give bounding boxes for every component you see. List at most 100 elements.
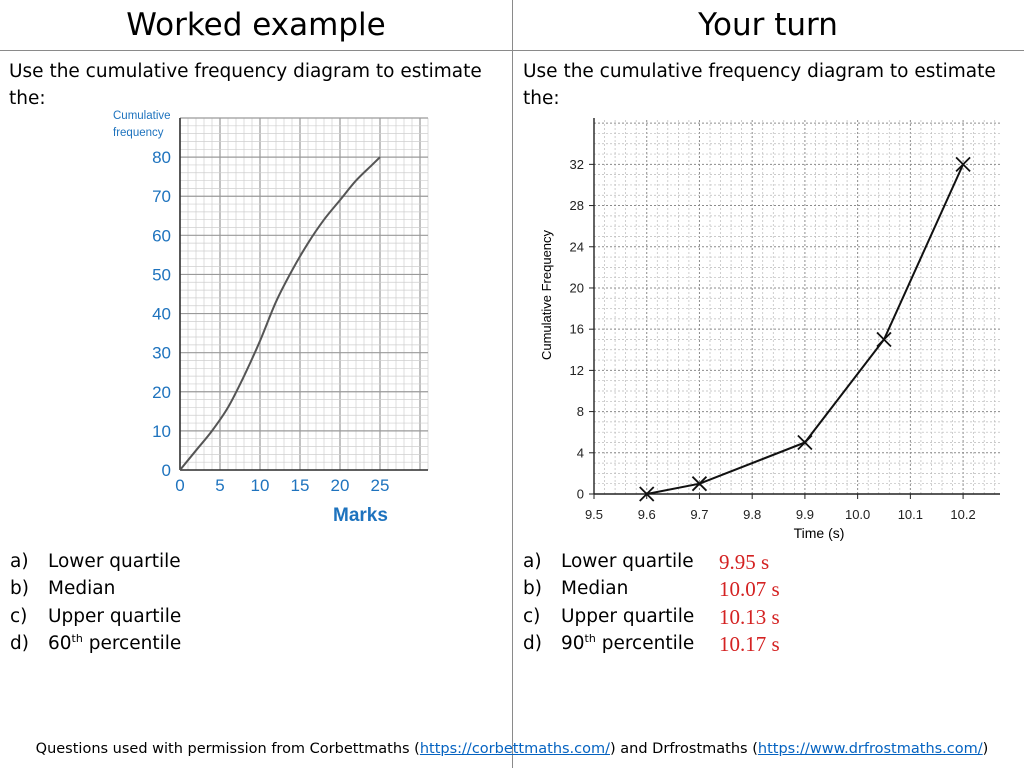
question-text-rest: percentile [595,632,695,654]
question-label: c) [523,605,541,627]
y-tick-label: 0 [162,461,171,480]
question-c: c) Upper quartile [10,603,181,630]
x-tick-label: 10.1 [898,507,923,522]
x-tick-label: 10 [251,476,270,495]
y-tick-label: 8 [577,404,584,419]
y-tick-label: 28 [570,198,584,213]
question-text: Lower quartile [48,551,181,572]
chart-grid [179,117,429,471]
ordinal-suffix: th [584,631,596,645]
question-text: Upper quartile [561,605,695,627]
question-text-rest: percentile [82,632,182,654]
x-tick-label: 10.2 [950,507,975,522]
data-point [639,486,655,502]
answer-b: 10.07 s [719,577,780,602]
question-text: Median [561,578,629,600]
question-b: b) Median 10.07 s [523,575,780,602]
question-c: c) Upper quartile 10.13 s [523,603,780,630]
footer-text: Questions used with permission from Corb… [35,741,420,757]
point-cross-stroke [797,434,813,451]
chart-x-axis-label: Marks [333,505,388,526]
footer-text-end: ) [982,741,989,757]
question-label: a) [10,551,29,572]
y-tick-label: 24 [570,239,584,254]
your-turn-chart: 9.5 9.6 9.7 9.8 9.9 10.0 10.1 10.2 0 4 8 12 16 20 24 28… [539,118,1000,541]
question-d: d) 60th percentile [10,630,181,657]
question-text: Lower quartile [561,551,694,572]
cumulative-frequency-curve [179,156,381,471]
question-text: Upper quartile [48,605,182,627]
question-a: a) Lower quartile [10,548,181,575]
data-point [691,476,708,492]
y-tick-label: 0 [577,487,584,502]
point-cross-stroke [955,156,971,172]
x-tick-label: 9.5 [585,507,603,522]
point-cross-stroke [639,486,655,502]
x-tick-label: 10.0 [845,507,870,522]
right-question-list: a) Lower quartile 9.95 s b) Median 10.07 s c… [523,548,780,657]
question-text-number: 90 [561,632,585,654]
worked-example-chart: 0 5 10 15 20 25 0 10 20 30 40 50 60 70 80 Cumulative f… [113,110,429,526]
point-cross-stroke [691,476,708,492]
chart-tick-labels: 9.5 9.6 9.7 9.8 9.9 10.0 10.1 10.2 0 4 8 12 16 20 24 28… [570,157,976,522]
drfrostmaths-link[interactable]: https://www.drfrostmaths.com/ [757,741,983,757]
x-tick-label: 9.8 [743,507,761,522]
x-tick-label: 0 [175,476,184,495]
question-label: a) [523,551,542,572]
footer-credits: Questions used with permission from Corb… [0,739,1024,759]
x-tick-label: 9.9 [796,507,814,522]
question-label: d) [523,632,542,654]
y-tick-label: 40 [152,305,171,324]
question-b: b) Median [10,575,181,602]
chart-y-axis-label: Cumulative [113,110,171,122]
your-turn-title: Your turn [698,7,838,43]
answer-c: 10.13 s [719,604,780,629]
answer-d: 10.17 s [719,631,780,656]
question-label: d) [10,632,29,654]
chart-y-axis-label-line2: frequency [113,127,164,139]
question-label: b) [523,578,542,600]
column-divider [512,0,513,768]
x-tick-label: 9.6 [638,507,656,522]
chart-grid [593,118,1000,495]
footer-text-mid: ) and Drfrostmaths ( [610,741,758,757]
chart-axes [179,118,428,471]
y-tick-label: 20 [570,280,584,295]
x-tick-label: 15 [291,476,310,495]
y-tick-label: 10 [152,422,171,441]
question-a: a) Lower quartile 9.95 s [523,548,769,575]
y-tick-label: 16 [570,322,584,337]
y-tick-label: 32 [570,157,584,172]
y-tick-label: 30 [152,344,171,363]
y-tick-label: 80 [152,148,171,167]
chart-x-axis-label: Time (s) [794,525,845,541]
plotted-points [639,156,971,502]
chart-y-axis-label: Cumulative Frequency [539,229,554,360]
question-text: Median [48,578,116,600]
y-tick-label: 4 [577,445,584,460]
y-tick-label: 12 [570,363,584,378]
right-intro-text: Use the cumulative frequency diagram to … [523,61,996,109]
corbettmaths-link[interactable]: https://corbettmaths.com/ [419,741,611,757]
answer-a: 9.95 s [719,550,770,574]
worked-example-title: Worked example [126,7,386,43]
y-tick-label: 20 [152,383,171,402]
data-point [955,156,971,172]
question-label: c) [10,605,28,627]
x-tick-label: 20 [331,476,350,495]
x-tick-label: 9.7 [690,507,708,522]
left-intro-text: Use the cumulative frequency diagram to … [9,61,482,109]
ordinal-suffix: th [71,631,83,645]
y-tick-label: 70 [152,187,171,206]
chart-axes [589,118,1000,499]
chart-tick-labels: 0 5 10 15 20 25 0 10 20 30 40 50 60 70 80 [152,148,389,495]
x-tick-label: 25 [371,476,390,495]
question-text-number: 60 [48,632,72,654]
y-tick-label: 50 [152,265,171,284]
x-tick-label: 5 [215,476,224,495]
data-point [797,434,813,451]
y-tick-label: 60 [152,226,171,245]
left-question-list: a) Lower quartile b) Median c) Upper quarti… [10,548,181,657]
point-cross-stroke [876,331,892,348]
question-d: d) 90th percentile 10.17 s [523,630,780,657]
